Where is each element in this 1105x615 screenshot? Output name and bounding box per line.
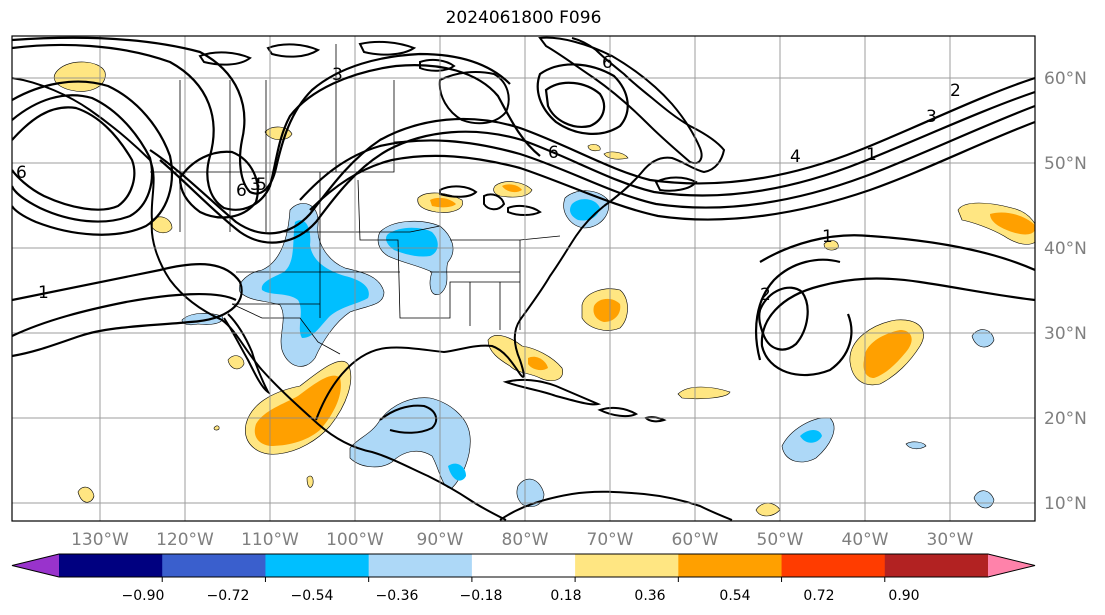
contour-label: 3	[926, 107, 937, 127]
contour-label: 3	[332, 65, 343, 85]
latitude-labels: 60°N 50°N 40°N 30°N 20°N 10°N	[1044, 69, 1087, 514]
colorbar-tick-label: −0.90	[122, 588, 165, 604]
positive-anomaly-area	[306, 475, 314, 488]
lon-label: 70°W	[587, 530, 634, 550]
lat-label: 20°N	[1044, 409, 1087, 429]
positive-anomaly-core	[528, 356, 548, 371]
colorbar-extend-min	[12, 554, 59, 577]
colorbar-segment	[368, 554, 473, 577]
contour-label: 6	[602, 53, 613, 73]
negative-anomaly-core	[800, 430, 822, 443]
colorbar-tick-label: −0.72	[207, 588, 250, 604]
positive-anomaly-core	[502, 184, 522, 193]
positive-anomaly-area	[587, 144, 601, 152]
positive-anomaly-area	[677, 386, 731, 400]
colorbar-tick-label: −0.36	[376, 588, 419, 604]
contour-label: 3	[250, 175, 261, 195]
positive-anomaly-area	[77, 486, 95, 503]
longitude-labels: 130°W 120°W 110°W 100°W 90°W 80°W 70°W 6…	[71, 530, 974, 550]
colorbar-extend-max	[988, 554, 1035, 577]
map-title: 2024061800 F096	[445, 8, 602, 28]
contour-label: 2	[950, 81, 961, 101]
lon-label: 110°W	[241, 530, 299, 550]
positive-anomaly-core	[593, 298, 621, 322]
colorbar-segment	[265, 554, 370, 577]
negative-anomaly-core	[261, 220, 369, 338]
colorbar-tick-label: −0.54	[291, 588, 334, 604]
colorbar-segment	[781, 554, 886, 577]
colorbar-segment	[471, 554, 576, 577]
lon-label: 60°W	[672, 530, 719, 550]
negative-anomaly-core	[386, 227, 438, 257]
positive-anomaly-core	[863, 330, 912, 378]
positive-anomaly-core	[430, 197, 456, 208]
positive-anomaly-area	[54, 61, 106, 92]
contour-label: 2	[760, 285, 771, 305]
lon-label: 90°W	[417, 530, 464, 550]
lon-label: 50°W	[757, 530, 804, 550]
lon-label: 100°W	[326, 530, 384, 550]
colorbar-outline	[11, 553, 1036, 578]
lon-label: 120°W	[156, 530, 214, 550]
contour-label: 6	[16, 163, 27, 183]
lon-label: 30°W	[927, 530, 974, 550]
coastlines	[12, 36, 733, 521]
lon-label: 40°W	[842, 530, 889, 550]
lat-label: 60°N	[1044, 69, 1087, 89]
colorbar-segment	[162, 554, 266, 577]
lon-label: 80°W	[502, 530, 549, 550]
contour-labels: 3 3 6 5 6 6 4 1 3 2 1 1 2 6	[16, 53, 961, 305]
colorbar-tick-label: 0.90	[888, 588, 919, 604]
colorbar-tick-label: 0.72	[803, 588, 834, 604]
contour-label: 1	[822, 227, 833, 247]
contour-label: 6	[548, 143, 559, 163]
negative-anomaly-area	[973, 490, 995, 509]
positive-anomaly-area	[227, 355, 245, 370]
colorbar-tick-label: 0.18	[550, 588, 581, 604]
negative-anomaly-area	[971, 329, 995, 348]
colorbar	[11, 553, 1036, 582]
lon-label: 130°W	[71, 530, 129, 550]
lat-label: 30°N	[1044, 324, 1087, 344]
contour-label: 1	[866, 145, 877, 165]
contour-lines	[12, 36, 1035, 377]
contour-label: 6	[236, 181, 247, 201]
positive-anomaly-core	[254, 375, 341, 446]
contour-label: 1	[38, 283, 49, 303]
colorbar-tick-label: 0.36	[634, 588, 665, 604]
lat-label: 50°N	[1044, 154, 1087, 174]
colorbar-segment	[575, 554, 679, 577]
gridlines	[12, 36, 1035, 521]
colorbar-tick-labels: −0.90 −0.72 −0.54 −0.36 −0.18 0.18 0.36 …	[122, 588, 920, 604]
negative-anomaly-core	[448, 463, 466, 481]
negative-anomaly-area	[905, 441, 927, 450]
contour-label: 5	[256, 175, 267, 195]
map-border	[11, 35, 1036, 522]
positive-anomaly-area	[213, 425, 220, 431]
negative-anomaly-area	[516, 478, 545, 507]
colorbar-segment	[884, 554, 989, 577]
lat-label: 40°N	[1044, 239, 1087, 259]
positive-anomaly-core	[990, 212, 1035, 235]
lat-label: 10°N	[1044, 494, 1087, 514]
colorbar-tick-label: −0.18	[460, 588, 503, 604]
colorbar-segment	[678, 554, 783, 577]
contour-label: 4	[790, 147, 801, 167]
colorbar-segment	[59, 554, 163, 577]
colorbar-tick-label: 0.54	[719, 588, 750, 604]
